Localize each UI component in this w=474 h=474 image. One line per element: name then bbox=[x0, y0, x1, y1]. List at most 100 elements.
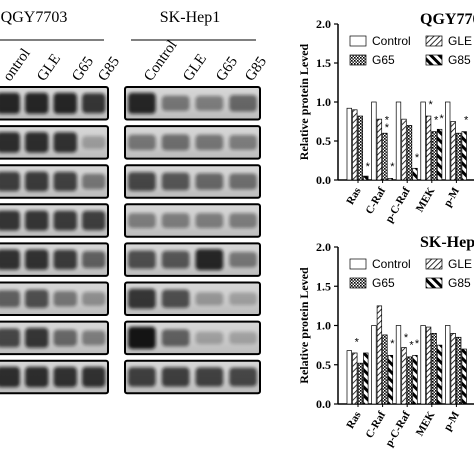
blot-band bbox=[161, 134, 190, 151]
blot-band bbox=[0, 132, 20, 153]
blot-row bbox=[124, 164, 261, 199]
blot-band bbox=[82, 330, 106, 346]
bar-g85 bbox=[436, 344, 443, 405]
blot-band bbox=[229, 292, 257, 306]
y-tick-label: 0.0 bbox=[316, 397, 331, 411]
blot-row bbox=[0, 125, 109, 160]
blot-band bbox=[82, 93, 106, 114]
blot-row bbox=[124, 281, 261, 316]
significance-mark: * bbox=[415, 152, 420, 164]
significance-mark: * bbox=[404, 332, 409, 344]
bar-gle bbox=[450, 333, 456, 405]
bar-g65 bbox=[456, 336, 462, 405]
blot-band bbox=[25, 327, 49, 348]
blot-row-frame bbox=[124, 164, 261, 199]
legend-label: GLE bbox=[448, 34, 472, 48]
blot-band bbox=[195, 367, 224, 387]
bar-control bbox=[346, 107, 352, 181]
legend-swatch bbox=[425, 35, 443, 47]
blot-title: QGY7703 bbox=[1, 9, 68, 26]
blot-band bbox=[53, 366, 77, 388]
bar-gle bbox=[352, 352, 358, 405]
bar-g85 bbox=[363, 175, 369, 181]
bar-g65 bbox=[456, 132, 462, 181]
bar-g65 bbox=[382, 132, 388, 181]
blot-band bbox=[53, 171, 77, 192]
y-tick-label: 2.0 bbox=[316, 17, 331, 31]
blot-row-frame bbox=[124, 86, 261, 121]
blot-band bbox=[128, 213, 156, 228]
legend-label: G85 bbox=[448, 53, 471, 67]
blot-band bbox=[195, 331, 224, 345]
y-tick-label: 1.5 bbox=[316, 279, 331, 293]
significance-mark: * bbox=[434, 114, 439, 126]
legend-label: G65 bbox=[372, 276, 395, 290]
blot-band bbox=[82, 173, 106, 190]
x-tick-label: p-C-Raf bbox=[383, 409, 413, 449]
significance-mark: * bbox=[439, 113, 444, 125]
bar-gle bbox=[376, 305, 383, 405]
bar-g85 bbox=[461, 348, 467, 405]
y-axis-label: Relative protein Leved bbox=[297, 43, 311, 160]
legend-swatch bbox=[349, 54, 367, 66]
blot-band bbox=[0, 249, 20, 270]
bar-g85 bbox=[412, 354, 418, 405]
blot-band bbox=[82, 251, 106, 269]
bar-control bbox=[445, 101, 451, 181]
bar-g85 bbox=[412, 167, 418, 181]
legend-swatch bbox=[425, 277, 443, 289]
legend-swatch bbox=[349, 277, 367, 289]
blot-row-frame bbox=[124, 281, 261, 316]
legend-label: G65 bbox=[372, 53, 395, 67]
x-tick-label: p-M bbox=[442, 185, 463, 209]
blot-band bbox=[195, 213, 224, 228]
blot-band bbox=[25, 366, 49, 388]
blot-band bbox=[53, 210, 77, 231]
blot-band bbox=[229, 251, 257, 268]
chart-title: QGY770 bbox=[420, 11, 474, 28]
significance-mark: * bbox=[464, 114, 469, 126]
legend-swatch bbox=[425, 258, 443, 270]
blot-band bbox=[161, 213, 190, 228]
blot-band bbox=[128, 134, 156, 151]
blot-band bbox=[53, 291, 77, 307]
bar-control bbox=[395, 101, 402, 181]
bar-g85 bbox=[363, 352, 369, 405]
bar-g65 bbox=[406, 356, 413, 405]
legend-label: Control bbox=[372, 257, 411, 271]
x-tick-label: p-C-Raf bbox=[383, 185, 413, 225]
blot-row bbox=[0, 203, 109, 238]
blot-band bbox=[229, 173, 257, 190]
bar-control bbox=[445, 325, 451, 405]
blot-row bbox=[124, 203, 261, 238]
blot-band bbox=[82, 210, 106, 231]
x-tick-label: MEK bbox=[414, 409, 438, 438]
significance-mark: * bbox=[385, 122, 390, 134]
legend-label: GLE bbox=[448, 257, 472, 271]
x-tick-label: C-Raf bbox=[363, 185, 388, 216]
blot-band bbox=[161, 172, 190, 191]
blot-row bbox=[124, 320, 261, 356]
y-tick-label: 2.0 bbox=[316, 240, 331, 254]
blot-row bbox=[124, 242, 261, 277]
blot-band bbox=[25, 132, 49, 153]
blot-band bbox=[25, 92, 49, 114]
bar-g65 bbox=[382, 334, 388, 405]
legend-swatch bbox=[349, 258, 367, 270]
blot-band bbox=[0, 328, 20, 348]
blot-band bbox=[0, 171, 20, 192]
blot-band bbox=[25, 171, 49, 192]
significance-mark: * bbox=[385, 114, 390, 126]
blot-row-frame bbox=[124, 242, 261, 277]
bar-g85 bbox=[387, 178, 394, 181]
blot-band bbox=[229, 134, 257, 150]
blot-row bbox=[0, 86, 109, 121]
bar-gle bbox=[352, 109, 358, 181]
legend-label: G85 bbox=[448, 276, 471, 290]
blot-row-frame bbox=[124, 359, 261, 395]
bar-control bbox=[420, 325, 426, 405]
blot-row-frame bbox=[124, 203, 261, 238]
legend-label: Control bbox=[372, 34, 411, 48]
bar-g65 bbox=[357, 115, 363, 181]
